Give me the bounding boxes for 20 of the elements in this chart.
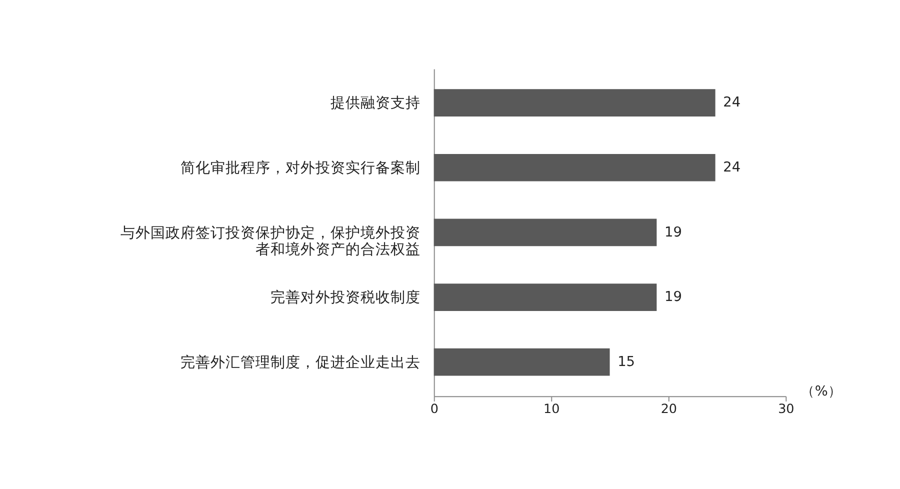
- x-axis-title: （%）: [800, 384, 842, 400]
- bar: [434, 218, 657, 246]
- bar: [434, 89, 716, 116]
- x-tick-label: 20: [660, 401, 677, 416]
- y-tick-label: 与外国政府签订投资保护协定，保护境外投资者和境外资产的合法权益: [120, 224, 421, 258]
- x-tick-label: 30: [778, 401, 794, 416]
- y-tick-label: 完善对外投资税收制度: [270, 289, 421, 306]
- x-tick-label: 0: [430, 401, 438, 416]
- data-label: 19: [664, 224, 682, 240]
- bar: [434, 348, 610, 376]
- x-tick-label: 10: [544, 401, 560, 416]
- data-label: 24: [723, 94, 741, 111]
- data-label: 15: [618, 354, 635, 370]
- y-tick-label: 简化审批程序，对外投资实行备案制: [180, 160, 421, 177]
- y-tick-label: 提供融资支持: [330, 94, 421, 112]
- data-label: 24: [723, 160, 741, 176]
- data-label: 19: [664, 289, 682, 306]
- bar: [434, 154, 716, 182]
- bar: [434, 284, 657, 311]
- y-tick-label: 完善外汇管理制度，促进企业走出去: [180, 354, 421, 371]
